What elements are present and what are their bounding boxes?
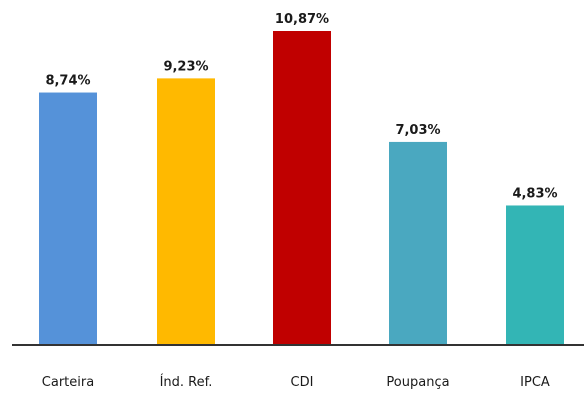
category-labels-group: Carteira Índ. Ref. CDI Poupança IPCA	[42, 374, 550, 390]
bar-0	[39, 92, 97, 345]
category-label-3: Poupança	[386, 375, 449, 390]
value-label-3: 7,03%	[395, 123, 440, 138]
value-label-0: 8,74%	[45, 74, 90, 89]
category-label-0: Carteira	[42, 375, 94, 390]
value-label-2: 10,87%	[275, 12, 329, 27]
category-label-1: Índ. Ref.	[160, 374, 213, 390]
category-label-2: CDI	[291, 375, 314, 390]
bars-group	[39, 31, 564, 346]
value-labels-group: 8,74% 9,23% 10,87% 7,03% 4,83%	[45, 12, 557, 201]
bar-3	[389, 141, 447, 345]
bar-1	[157, 78, 215, 346]
value-label-4: 4,83%	[512, 186, 557, 201]
bar-2	[273, 31, 331, 345]
bar-4	[506, 205, 564, 345]
value-label-1: 9,23%	[163, 59, 208, 74]
category-label-4: IPCA	[520, 375, 550, 390]
